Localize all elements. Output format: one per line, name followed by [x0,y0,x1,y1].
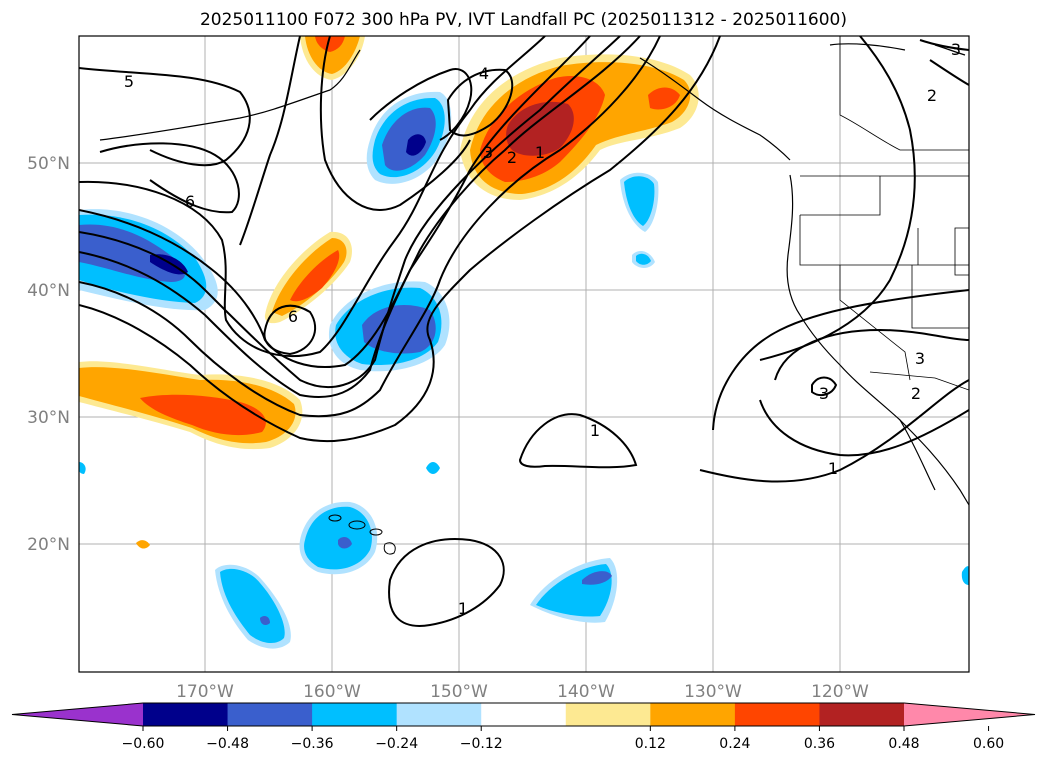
colorbar-tick-label: 0.36 [804,736,835,752]
colorbar-segment [312,703,398,726]
contour-label: 5 [124,72,134,91]
contour-label: 2 [507,148,517,167]
lat-label: 50°N [27,154,70,174]
contour-label: 1 [590,421,600,440]
map-plot-area: 5 4 6 3 2 1 6 1 1 1 3 3 2 2 3 [79,36,969,672]
colorbar-tick-label: 0.60 [973,736,1004,752]
contour-label: 6 [185,192,195,211]
colorbar-segment [227,703,313,726]
contour-label: 2 [927,86,937,105]
contour-label: 3 [483,143,493,162]
pv-positive-shading [79,36,699,549]
contour-labels: 5 4 6 3 2 1 6 1 1 1 3 3 2 2 3 [124,40,961,618]
contour-label: 3 [951,40,961,59]
hawaii-islands [328,514,396,555]
colorbar-tick-label: −0.24 [375,736,418,752]
colorbar-segment [734,703,820,726]
contour-label: 3 [819,384,829,403]
colorbar-tick-label: −0.36 [291,736,334,752]
lon-label: 160°W [303,682,361,702]
colorbar-segment [143,703,229,726]
colorbar-tick-label: −0.60 [122,736,165,752]
lon-label: 170°W [176,682,234,702]
contour-label: 2 [911,384,921,403]
map-frame [78,35,970,673]
lon-label: 140°W [557,682,615,702]
colorbar-segment [565,703,651,726]
colorbar-tick-label: −0.12 [460,736,503,752]
colorbar-extend-min [12,703,143,726]
colorbar-extend-max [904,703,1035,726]
contour-label: 1 [535,143,545,162]
pv-contours [79,36,969,627]
pv-negative-shading [79,91,969,649]
lon-label: 150°W [430,682,488,702]
colorbar: −0.60 −0.48 −0.36 −0.24 −0.12 0.12 0.24 0.36 0.4… [11,702,1036,752]
colorbar-segment [396,703,482,726]
lat-label: 20°N [27,535,70,555]
political-borders [799,36,969,391]
colorbar-tick-label: 0.48 [888,736,919,752]
latitude-labels: 50°N 40°N 30°N 20°N [27,154,70,555]
contour-label: 1 [458,599,468,618]
colorbar-tick-label: 0.12 [635,736,666,752]
lon-label: 120°W [811,682,869,702]
contour-label: 4 [479,64,489,83]
contour-label: 1 [828,459,838,478]
lat-label: 30°N [27,408,70,428]
colorbar-tick-label: −0.48 [206,736,249,752]
lat-label: 40°N [27,281,70,301]
longitude-labels: 170°W 160°W 150°W 140°W 130°W 120°W [176,682,869,702]
colorbar-tick-label: 0.24 [719,736,750,752]
lon-label: 130°W [684,682,742,702]
contour-label: 6 [288,307,298,326]
colorbar-segment [819,703,905,726]
colorbar-segment [650,703,736,726]
colorbar-segment [481,703,567,726]
map-title: 2025011100 F072 300 hPa PV, IVT Landfall… [199,10,847,30]
contour-label: 3 [915,349,925,368]
